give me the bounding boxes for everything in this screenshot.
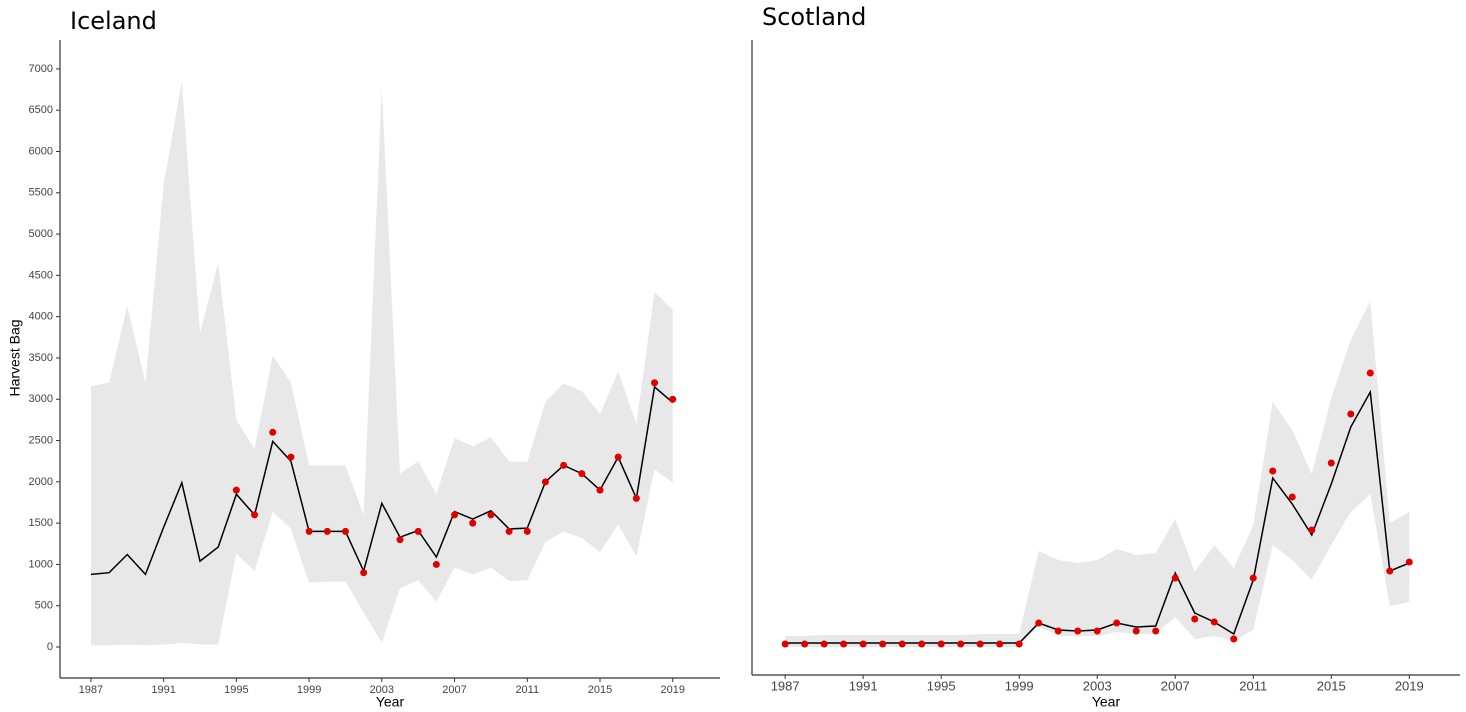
confidence-band [90, 81, 673, 646]
observed-point [251, 511, 259, 519]
observed-point [669, 395, 677, 403]
y-tick-label: 0 [47, 641, 53, 653]
observed-point [451, 511, 459, 519]
observed-point [232, 486, 240, 494]
x-tick-label: 2019 [1395, 678, 1424, 693]
x-tick-label: 1999 [1005, 678, 1034, 693]
observed-point [305, 527, 313, 535]
observed-point [1308, 526, 1316, 534]
observed-point [1405, 558, 1413, 566]
y-tick-label: 3000 [29, 393, 53, 405]
observed-point [996, 640, 1004, 648]
observed-point [1152, 627, 1160, 635]
chart-title: Iceland [70, 7, 157, 35]
x-tick-label: 2011 [515, 684, 539, 696]
observed-point [898, 640, 906, 648]
observed-point [1093, 627, 1101, 635]
observed-point [1269, 467, 1277, 475]
observed-point [1347, 410, 1355, 418]
observed-point [976, 640, 984, 648]
observed-point [1113, 619, 1121, 627]
observed-point [523, 527, 531, 535]
observed-point [1171, 574, 1179, 582]
x-tick-label: 2007 [442, 684, 466, 696]
observed-point [1132, 627, 1140, 635]
observed-point [820, 640, 828, 648]
x-tick-label: 1995 [927, 678, 956, 693]
y-tick-label: 7000 [29, 63, 53, 75]
x-tick-label: 1987 [79, 684, 103, 696]
y-tick-label: 2500 [29, 434, 53, 446]
y-tick-label: 3500 [29, 352, 53, 364]
observed-point [414, 527, 422, 535]
y-tick-label: 6500 [29, 104, 53, 116]
observed-point [859, 640, 867, 648]
observed-point [1210, 618, 1218, 626]
observed-point [396, 536, 404, 544]
observed-point [781, 640, 789, 648]
observed-point [1035, 619, 1043, 627]
observed-point [1366, 369, 1374, 377]
x-tick-label: 2003 [370, 684, 394, 696]
observed-point [1327, 459, 1335, 467]
y-tick-label: 6000 [29, 145, 53, 157]
observed-point [541, 478, 549, 486]
y-tick-label: 1500 [29, 517, 53, 529]
observed-point [432, 560, 440, 568]
observed-point [487, 511, 495, 519]
x-axis-title: Year [1092, 694, 1121, 710]
observed-point [469, 519, 477, 527]
x-tick-label: 2019 [660, 684, 684, 696]
x-tick-label: 1987 [771, 678, 800, 693]
y-tick-label: 5500 [29, 187, 53, 199]
observed-point [840, 640, 848, 648]
y-tick-label: 4000 [29, 311, 53, 323]
observed-point [341, 527, 349, 535]
x-tick-label: 2015 [588, 684, 612, 696]
observed-point [1074, 627, 1082, 635]
observed-point [918, 640, 926, 648]
observed-point [505, 527, 513, 535]
x-tick-label: 2007 [1161, 678, 1190, 693]
observed-point [1288, 493, 1296, 501]
y-axis-title: Harvest Bag [7, 319, 23, 396]
observed-point [1191, 615, 1199, 623]
y-tick-label: 2000 [29, 476, 53, 488]
observed-point [614, 453, 622, 461]
observed-point [360, 569, 368, 577]
observed-point [596, 486, 604, 494]
observed-point [269, 428, 277, 436]
observed-point [323, 527, 331, 535]
x-tick-label: 2015 [1317, 678, 1346, 693]
observed-point [560, 461, 568, 469]
x-axis-title: Year [376, 694, 405, 710]
x-tick-label: 1999 [297, 684, 321, 696]
observed-point [937, 640, 945, 648]
observed-point [1015, 640, 1023, 648]
observed-point [632, 494, 640, 502]
observed-point [957, 640, 965, 648]
observed-point [801, 640, 809, 648]
observed-point [287, 453, 295, 461]
chart-title: Scotland [762, 3, 866, 31]
observed-point [578, 470, 586, 478]
confidence-band [785, 301, 1410, 647]
x-tick-label: 2003 [1083, 678, 1112, 693]
observed-point [1230, 635, 1238, 643]
observed-point [879, 640, 887, 648]
x-tick-label: 1991 [849, 678, 878, 693]
x-tick-label: 1995 [224, 684, 248, 696]
observed-point [1386, 567, 1394, 575]
y-tick-label: 1000 [29, 558, 53, 570]
y-tick-label: 4500 [29, 269, 53, 281]
y-tick-label: 5000 [29, 228, 53, 240]
y-tick-label: 500 [35, 600, 53, 612]
x-tick-label: 2011 [1239, 678, 1267, 693]
fitted-line [90, 385, 674, 576]
observed-point [651, 379, 659, 387]
observed-point [1054, 627, 1062, 635]
x-tick-label: 1991 [151, 684, 175, 696]
observed-point [1249, 574, 1257, 582]
